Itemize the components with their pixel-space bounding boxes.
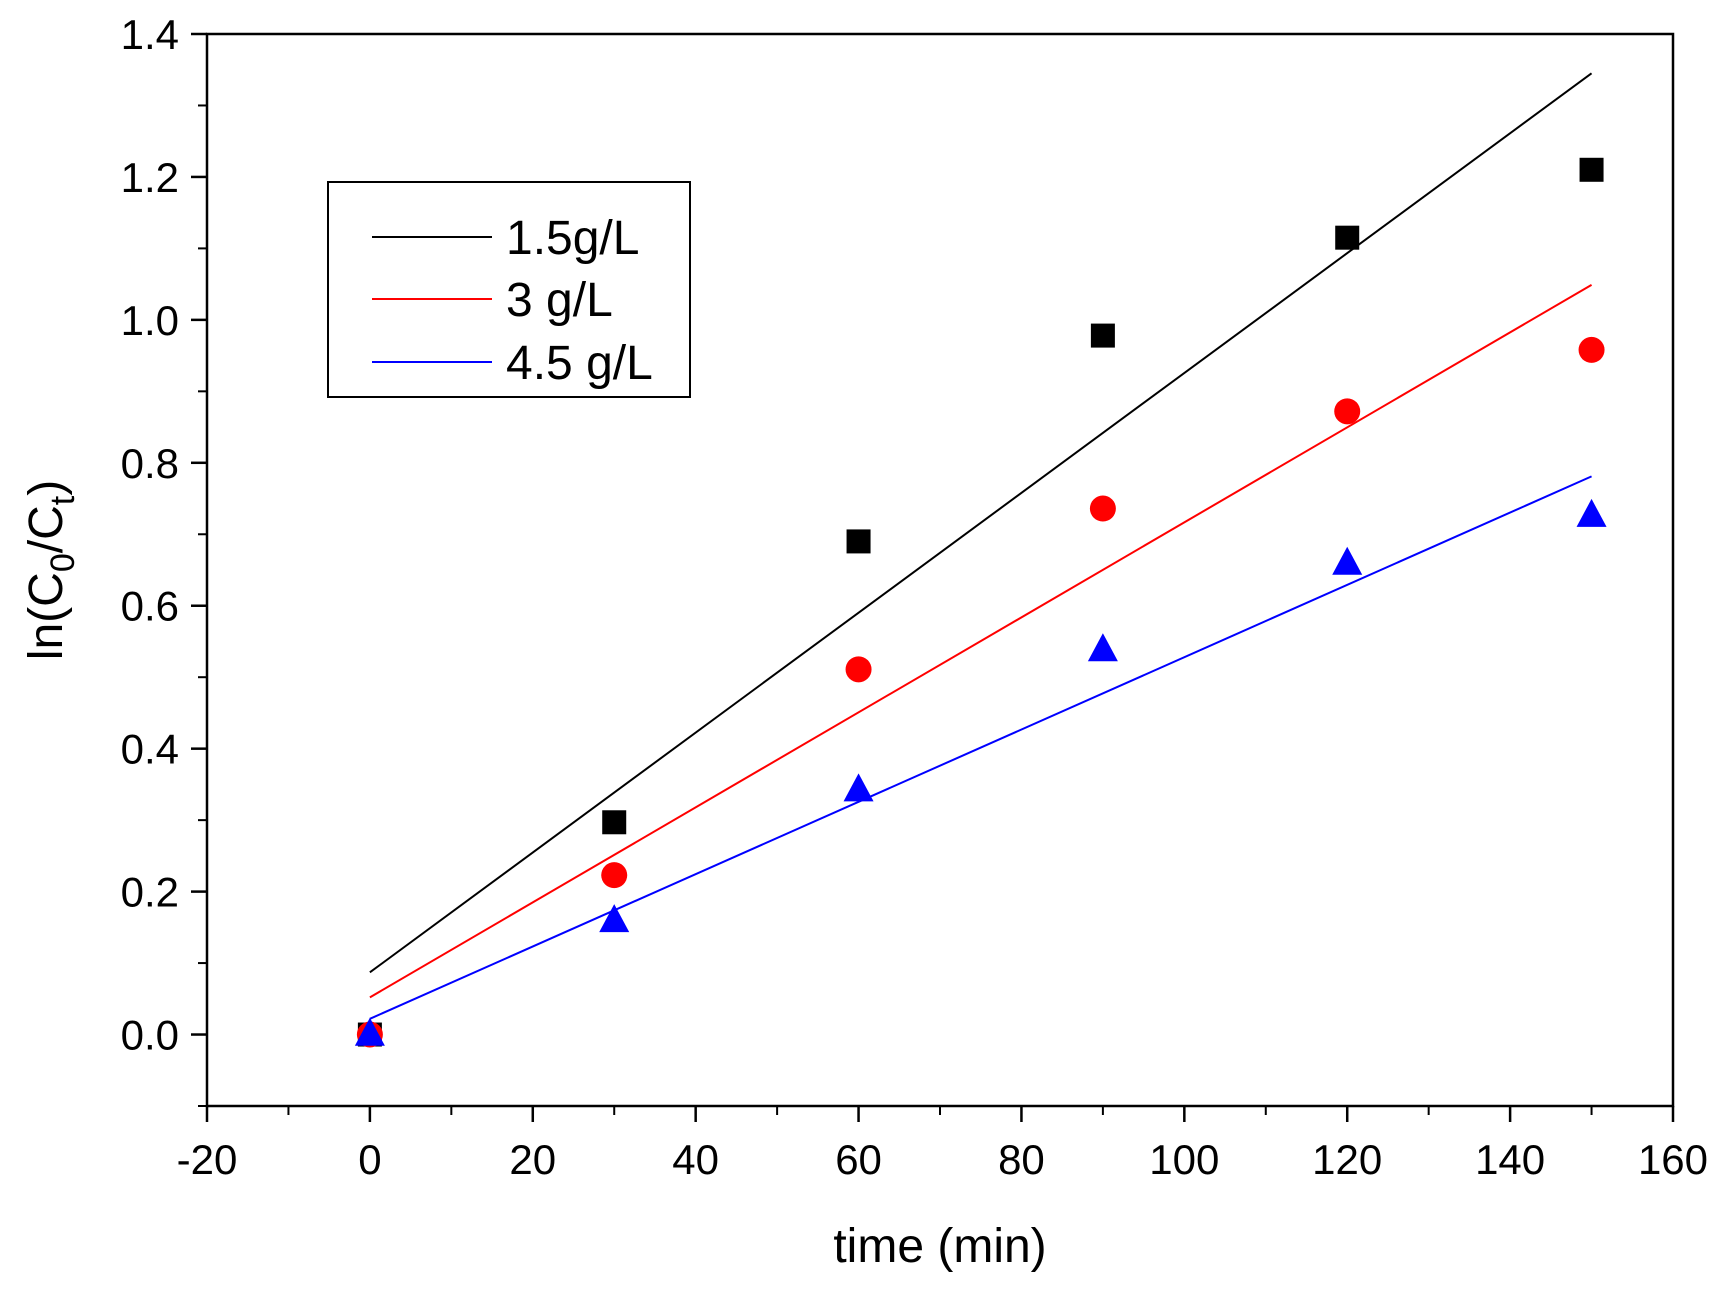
y-axis-label-middle: /C (20, 505, 73, 553)
y-tick-label: 1.2 (121, 154, 179, 201)
x-tick-label: 0 (358, 1136, 381, 1183)
fit-line-2 (369, 475, 1592, 1020)
x-tick-label: 120 (1312, 1136, 1382, 1183)
x-tick-label: 60 (835, 1136, 882, 1183)
axis-tick-labels: -20 0 20 40 60 80 100 120 140 160 0.0 0.2 0.4 0.6 0.8 1… (121, 11, 1708, 1183)
data-point-s1-5 (1578, 336, 1605, 363)
y-axis-label-sub2: t (44, 495, 82, 505)
data-point-s2-1 (599, 904, 630, 933)
x-tick-label: -20 (177, 1136, 238, 1183)
data-point-s0-5 (1579, 157, 1604, 182)
axis-ticks (191, 32, 1675, 1122)
data-point-s2-0 (354, 1017, 385, 1046)
y-axis-label-prefix: ln(C (20, 572, 73, 660)
x-tick-label: 80 (998, 1136, 1045, 1183)
y-tick-label: 0.4 (121, 726, 179, 773)
y-tick-label: 0.6 (121, 583, 179, 630)
x-tick-label: 140 (1475, 1136, 1545, 1183)
y-axis-label-suffix: ) (20, 480, 73, 496)
x-axis-label: time (min) (833, 1220, 1046, 1273)
y-tick-label: 0.0 (121, 1012, 179, 1059)
y-tick-label: 1.4 (121, 11, 179, 58)
fit-line-0 (369, 72, 1593, 974)
y-axis-label-sub1: 0 (44, 553, 82, 572)
data-point-s1-2 (845, 656, 872, 683)
data-point-s2-3 (1087, 633, 1118, 662)
x-tick-label: 160 (1638, 1136, 1708, 1183)
data-point-s2-5 (1576, 498, 1607, 527)
data-points (354, 157, 1607, 1048)
y-tick-label: 0.8 (121, 440, 179, 487)
legend-label-0: 1.5g/L (506, 212, 639, 265)
y-tick-label: 1.0 (121, 297, 179, 344)
data-point-s1-1 (601, 862, 628, 889)
data-point-s0-3 (1090, 323, 1115, 348)
data-point-s1-3 (1089, 495, 1116, 522)
y-axis-label: ln(C0/Ct) (20, 480, 82, 660)
fit-line-1 (369, 283, 1593, 999)
legend-label-2: 4.5 g/L (506, 337, 653, 390)
data-point-s2-2 (843, 773, 874, 802)
x-tick-label: 20 (509, 1136, 556, 1183)
data-point-s0-4 (1335, 225, 1360, 250)
data-point-s0-1 (602, 810, 627, 835)
data-point-s0-2 (846, 529, 871, 554)
legend: 1.5g/L 3 g/L 4.5 g/L (327, 181, 691, 398)
data-point-s1-4 (1334, 398, 1361, 425)
fit-lines (369, 72, 1593, 1020)
x-tick-label: 100 (1149, 1136, 1219, 1183)
data-point-s2-4 (1332, 546, 1363, 575)
y-tick-label: 0.2 (121, 869, 179, 916)
legend-label-1: 3 g/L (506, 274, 613, 327)
x-tick-label: 40 (672, 1136, 719, 1183)
